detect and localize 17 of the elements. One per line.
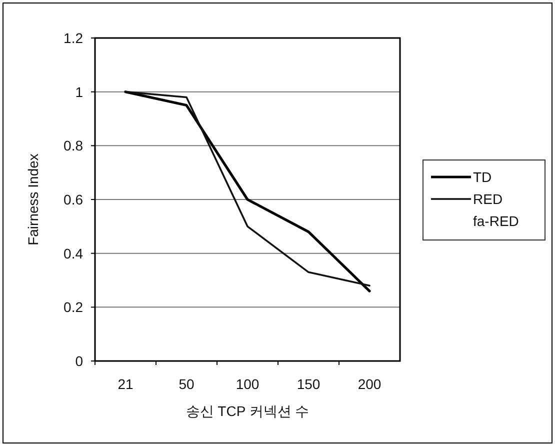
legend-label: TD [473,169,492,185]
y-tick-label: 0.8 [64,138,84,154]
x-axis-title: 송신 TCP 커넥션 수 [186,403,310,419]
x-tick-label: 21 [118,376,134,392]
y-tick-label: 0.2 [64,299,84,316]
x-tick-label: 200 [358,376,382,392]
y-axis-title: Fairness Index [25,154,41,246]
y-tick-label: 1.2 [64,30,84,46]
y-tick-label: 0 [75,353,84,369]
y-tick-label: 1 [75,84,84,100]
x-tick-label: 150 [296,376,320,392]
x-tick-label: 50 [178,376,194,392]
text: fa-RED [473,213,519,229]
y-tick-label: 0.4 [64,245,84,262]
x-tick-label: 100 [236,376,260,392]
y-tick-label: 0.6 [64,192,84,208]
legend-label: RED [473,191,503,207]
